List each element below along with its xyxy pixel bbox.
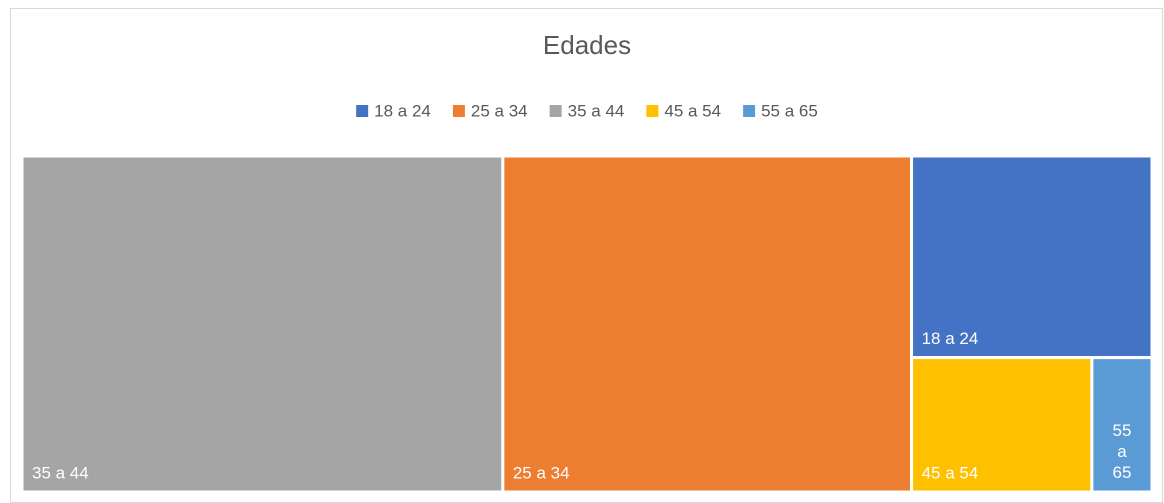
legend-item: 18 a 24 xyxy=(356,101,431,120)
legend-label: 45 a 54 xyxy=(664,101,721,120)
plot-area: 35 a 44 25 a 34 18 a 24 45 a 54 55 a 65 xyxy=(20,154,1154,494)
legend-label: 55 a 65 xyxy=(761,101,818,120)
legend-item: 25 a 34 xyxy=(452,101,528,120)
treemap-tile xyxy=(1090,356,1154,494)
legend-swatch xyxy=(452,105,465,117)
legend: 18 a 24 25 a 34 35 a 44 45 a 54 55 a 65 xyxy=(356,101,818,120)
legend-swatch xyxy=(356,105,369,117)
legend-item: 45 a 54 xyxy=(646,101,721,120)
legend-swatch xyxy=(549,105,562,117)
tile-label: 55 a 65 xyxy=(1112,421,1131,482)
tile-label: 25 a 34 xyxy=(513,463,570,482)
legend-swatch xyxy=(743,105,756,117)
legend-label: 18 a 24 xyxy=(374,101,431,120)
tile-label: 18 a 24 xyxy=(922,329,979,348)
chart-title: Edades xyxy=(543,30,631,60)
treemap-tile xyxy=(501,154,914,494)
legend-swatch xyxy=(646,105,659,117)
treemap-tile xyxy=(20,154,505,494)
treemap-tile xyxy=(910,154,1154,360)
legend-label: 25 a 34 xyxy=(471,101,528,120)
tile-label: 35 a 44 xyxy=(32,463,89,482)
tile-label: 45 a 54 xyxy=(922,463,979,482)
legend-label: 35 a 44 xyxy=(568,101,625,120)
legend-item: 35 a 44 xyxy=(549,101,625,120)
legend-item: 55 a 65 xyxy=(743,101,818,120)
